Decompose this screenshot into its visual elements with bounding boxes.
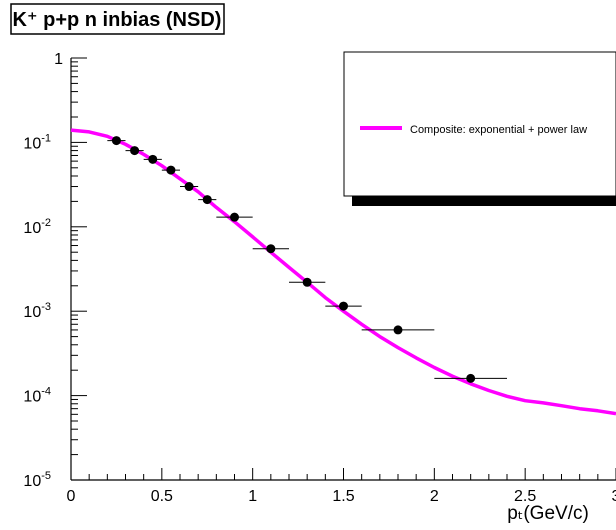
data-point [393, 325, 403, 335]
x-tick-label: 1.5 [332, 488, 354, 505]
x-tick-label: 1 [248, 488, 257, 505]
data-point [266, 244, 276, 254]
y-tick-label: 10-4 [23, 386, 51, 406]
y-tick-label: 10-1 [23, 132, 51, 152]
x-tick-label: 2 [430, 488, 439, 505]
data-point [148, 154, 158, 164]
y-tick-label: 10-5 [23, 470, 51, 490]
data-points-group [107, 136, 507, 383]
legend-label: Composite: exponential + power law [410, 124, 587, 136]
x-tick-label: 0.5 [151, 488, 173, 505]
y-tick-label: 1 [54, 51, 63, 68]
x-tick-label: 0 [67, 488, 76, 505]
data-point [230, 212, 239, 222]
x-axis-label: pₜ(GeV/c) [507, 503, 589, 524]
y-tick-label: 10-2 [23, 217, 51, 237]
fit-curve [70, 128, 616, 416]
x-tick-label: 2.5 [514, 488, 536, 505]
data-point [302, 277, 312, 287]
data-point [166, 165, 176, 175]
legend: Composite: exponential + power law [343, 51, 616, 206]
data-point [466, 373, 476, 383]
data-point [202, 195, 212, 205]
data-point [130, 146, 140, 156]
data-point [111, 136, 121, 146]
axes: 0 0.5 1 1.5 2 2.5 3 1 10-1 10-2 10-3 10-4 10-5 [23, 51, 616, 505]
data-point [339, 301, 348, 311]
chart-title: K⁺ p+p n inbias (NSD) [13, 9, 222, 31]
title-box: K⁺ p+p n inbias (NSD) [10, 3, 225, 35]
y-tick-label: 10-3 [23, 301, 51, 321]
data-point [184, 182, 194, 192]
fit-curve-group [70, 128, 616, 416]
x-tick-label: 3 [612, 488, 616, 505]
